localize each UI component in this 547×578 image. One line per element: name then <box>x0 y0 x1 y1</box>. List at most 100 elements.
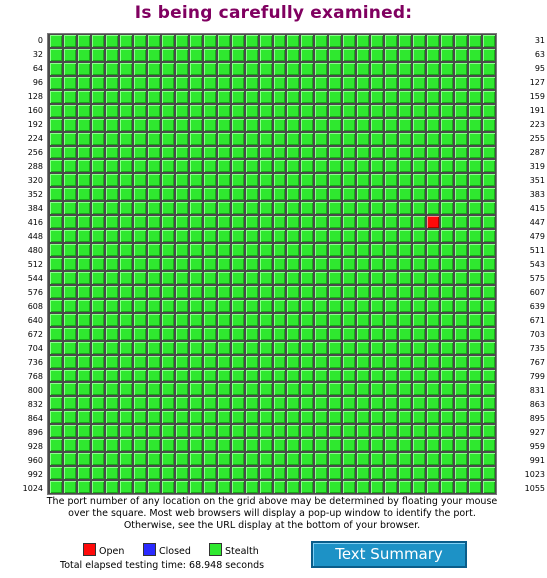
port-cell[interactable] <box>455 90 468 103</box>
port-cell[interactable] <box>77 313 90 326</box>
port-cell[interactable] <box>161 132 174 145</box>
port-cell[interactable] <box>259 383 272 396</box>
port-cell[interactable] <box>147 188 160 201</box>
port-cell[interactable] <box>189 258 202 270</box>
port-cell[interactable] <box>259 244 272 257</box>
port-cell[interactable] <box>91 244 104 257</box>
port-cell[interactable] <box>231 244 244 257</box>
port-cell[interactable] <box>77 132 90 145</box>
port-cell[interactable] <box>147 216 160 229</box>
port-cell[interactable] <box>441 118 454 131</box>
port-cell[interactable] <box>315 355 328 368</box>
port-cell[interactable] <box>175 285 188 298</box>
port-cell[interactable] <box>427 230 440 243</box>
port-cell[interactable] <box>245 216 258 229</box>
port-cell[interactable] <box>50 439 62 452</box>
port-cell[interactable] <box>231 467 244 480</box>
port-cell[interactable] <box>50 397 62 410</box>
port-cell[interactable] <box>119 118 132 131</box>
port-cell[interactable] <box>50 132 62 145</box>
port-cell[interactable] <box>385 146 398 159</box>
port-cell[interactable] <box>259 327 272 340</box>
port-cell[interactable] <box>315 327 328 340</box>
port-cell[interactable] <box>371 76 384 89</box>
port-cell[interactable] <box>91 104 104 117</box>
port-cell[interactable] <box>203 383 216 396</box>
port-cell[interactable] <box>245 439 258 452</box>
port-cell[interactable] <box>133 383 146 396</box>
port-cell[interactable] <box>301 439 314 452</box>
port-cell[interactable] <box>203 411 216 424</box>
port-cell[interactable] <box>287 313 300 326</box>
port-cell[interactable] <box>483 397 495 410</box>
port-cell[interactable] <box>77 341 90 354</box>
port-cell[interactable] <box>245 355 258 368</box>
port-cell[interactable] <box>50 35 62 47</box>
port-cell[interactable] <box>133 35 146 47</box>
port-cell[interactable] <box>77 146 90 159</box>
port-cell[interactable] <box>50 76 62 89</box>
port-cell[interactable] <box>385 453 398 466</box>
port-cell[interactable] <box>91 271 104 284</box>
port-cell[interactable] <box>105 48 118 61</box>
port-cell[interactable] <box>259 202 272 215</box>
port-cell[interactable] <box>301 230 314 243</box>
port-cell[interactable] <box>371 104 384 117</box>
port-cell[interactable] <box>133 369 146 382</box>
port-cell[interactable] <box>343 383 356 396</box>
port-cell[interactable] <box>77 369 90 382</box>
port-cell[interactable] <box>343 104 356 117</box>
port-cell[interactable] <box>203 35 216 47</box>
port-cell[interactable] <box>413 355 426 368</box>
port-cell[interactable] <box>385 230 398 243</box>
port-cell[interactable] <box>273 453 286 466</box>
port-cell[interactable] <box>301 397 314 410</box>
port-cell[interactable] <box>399 481 412 493</box>
port-cell[interactable] <box>469 411 482 424</box>
port-cell[interactable] <box>63 425 76 438</box>
port-cell[interactable] <box>385 160 398 173</box>
port-cell[interactable] <box>441 188 454 201</box>
port-cell[interactable] <box>203 244 216 257</box>
port-cell[interactable] <box>133 104 146 117</box>
port-cell[interactable] <box>343 174 356 187</box>
port-cell[interactable] <box>413 453 426 466</box>
port-cell[interactable] <box>203 216 216 229</box>
port-cell[interactable] <box>287 118 300 131</box>
port-cell[interactable] <box>343 285 356 298</box>
port-cell[interactable] <box>483 341 495 354</box>
port-cell[interactable] <box>301 355 314 368</box>
port-cell[interactable] <box>91 355 104 368</box>
port-cell[interactable] <box>301 160 314 173</box>
port-cell[interactable] <box>455 285 468 298</box>
port-cell[interactable] <box>231 174 244 187</box>
port-cell[interactable] <box>301 369 314 382</box>
port-cell[interactable] <box>357 467 370 480</box>
port-cell[interactable] <box>231 216 244 229</box>
port-cell[interactable] <box>441 258 454 270</box>
port-cell[interactable] <box>427 118 440 131</box>
port-cell[interactable] <box>105 439 118 452</box>
port-cell[interactable] <box>245 90 258 103</box>
port-cell[interactable] <box>245 299 258 312</box>
port-cell[interactable] <box>483 216 495 229</box>
port-cell[interactable] <box>329 439 342 452</box>
port-cell[interactable] <box>273 285 286 298</box>
port-cell[interactable] <box>77 327 90 340</box>
port-cell[interactable] <box>329 202 342 215</box>
port-cell[interactable] <box>245 62 258 75</box>
port-cell[interactable] <box>399 467 412 480</box>
port-cell[interactable] <box>483 35 495 47</box>
port-cell[interactable] <box>483 299 495 312</box>
port-cell[interactable] <box>455 258 468 270</box>
port-cell[interactable] <box>357 481 370 493</box>
port-cell[interactable] <box>50 174 62 187</box>
port-cell[interactable] <box>259 369 272 382</box>
port-cell[interactable] <box>483 285 495 298</box>
port-cell[interactable] <box>147 90 160 103</box>
port-cell[interactable] <box>217 202 230 215</box>
port-cell[interactable] <box>343 216 356 229</box>
port-cell[interactable] <box>105 467 118 480</box>
port-cell[interactable] <box>483 244 495 257</box>
port-cell[interactable] <box>175 439 188 452</box>
